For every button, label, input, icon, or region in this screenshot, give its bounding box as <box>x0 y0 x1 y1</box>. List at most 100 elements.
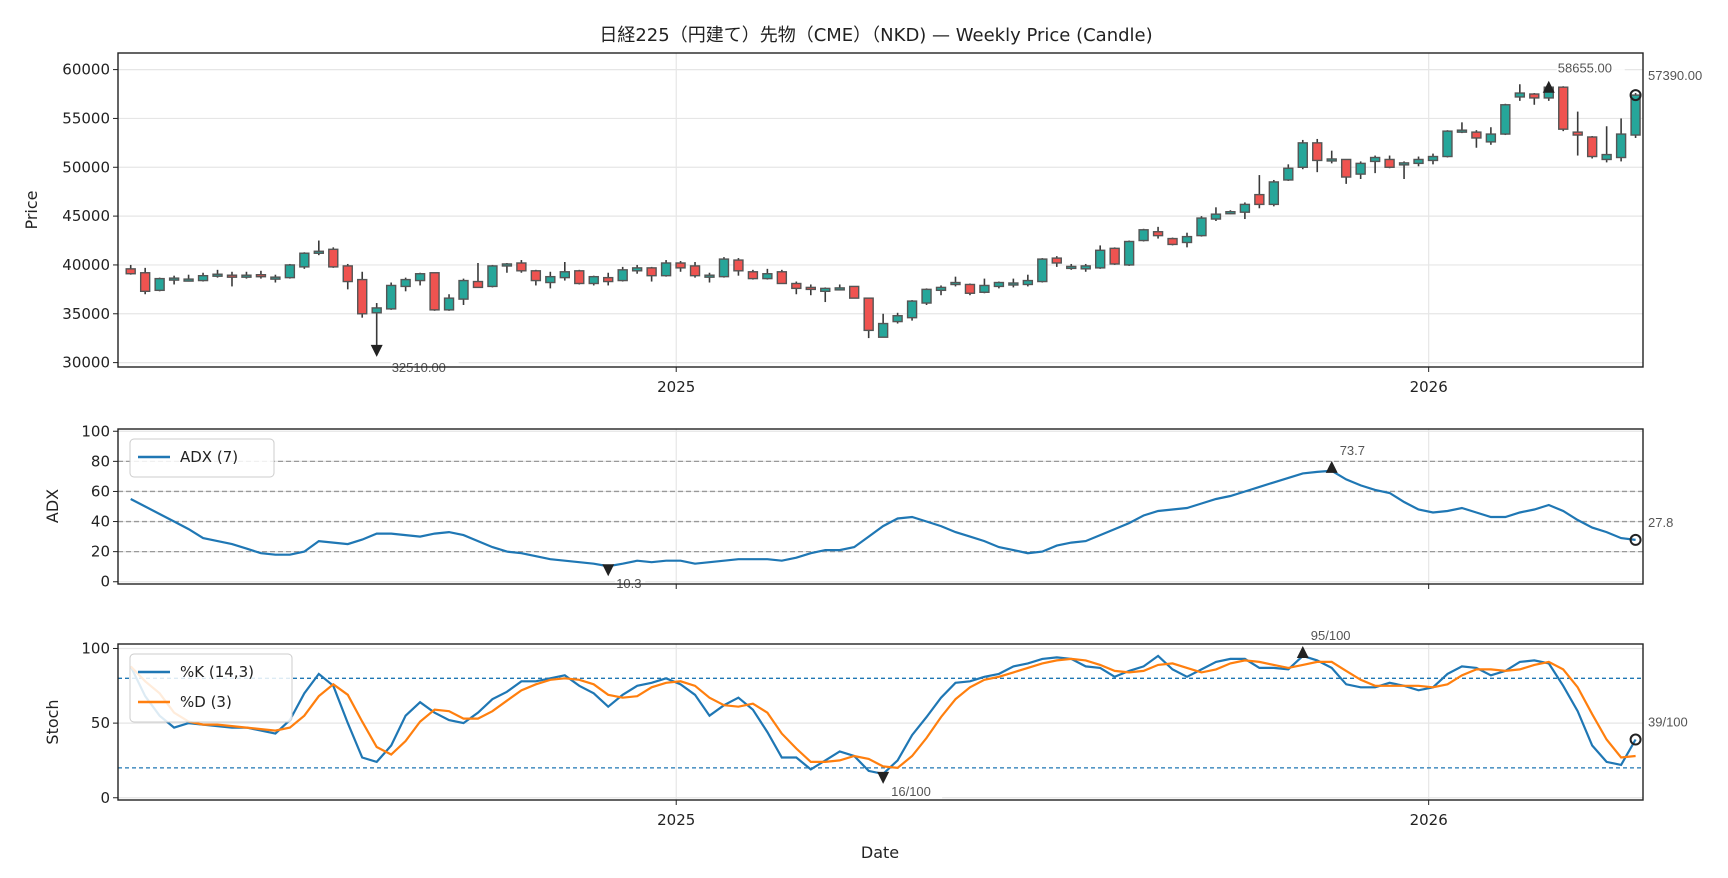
candle-body <box>342 265 353 283</box>
adx-y-label: ADX <box>43 489 62 523</box>
candle-body <box>197 274 209 282</box>
candle-body <box>631 267 643 272</box>
y-tick-label: 40000 <box>62 256 110 274</box>
last-marker-icon <box>1629 533 1642 546</box>
candle-body <box>516 262 527 272</box>
y-tick-label: 40 <box>91 513 110 531</box>
candle-body <box>1369 156 1381 163</box>
max-marker-icon <box>1296 645 1309 658</box>
candle-body <box>1340 158 1352 178</box>
candle-body <box>400 278 411 288</box>
candle-body <box>241 274 252 278</box>
candle-body <box>1297 142 1308 168</box>
y-tick-label: 100 <box>81 422 110 440</box>
candle-body <box>892 315 903 323</box>
y-tick-label: 0 <box>100 573 110 591</box>
candle-body <box>834 287 845 291</box>
candle-body <box>1586 136 1598 158</box>
candle-body <box>1601 153 1612 161</box>
legend-label: %D (3) <box>180 693 232 711</box>
last-annotation: 39/100 <box>1648 715 1688 730</box>
legend-box <box>129 653 293 723</box>
candle-body <box>429 272 440 311</box>
candle-body <box>530 270 542 282</box>
max-marker-icon <box>1325 460 1338 473</box>
candle-body <box>299 252 310 268</box>
price-y-label: Price <box>22 190 41 229</box>
candle-body <box>1225 211 1236 215</box>
annotation-background <box>1338 441 1369 457</box>
min-marker-icon <box>370 344 383 357</box>
candle-body <box>747 271 759 280</box>
y-tick-label: 80 <box>91 452 110 470</box>
candle-body <box>385 284 397 310</box>
annotation-background <box>890 784 943 800</box>
candle-body <box>733 259 744 272</box>
candle-body <box>718 258 730 278</box>
y-tick-label: 50 <box>91 714 110 732</box>
y-tick-label: 45000 <box>62 207 110 225</box>
candle-body <box>328 248 339 268</box>
candle-body <box>1239 203 1251 213</box>
series-line-signal <box>129 657 1636 770</box>
candle-body <box>443 297 455 311</box>
candle-body <box>458 279 469 300</box>
candle-body <box>545 275 556 284</box>
candle-body <box>675 262 686 269</box>
candle-body <box>776 271 788 285</box>
candle-body <box>226 274 238 278</box>
candle-body <box>1456 129 1468 133</box>
candle-body <box>255 274 267 278</box>
y-tick-label: 30000 <box>62 354 110 372</box>
candle-body <box>414 273 426 282</box>
candle-body <box>574 270 585 285</box>
candle-body <box>1268 181 1280 206</box>
candle-body <box>139 272 151 293</box>
candle-body <box>487 265 498 288</box>
candle-body <box>935 286 947 292</box>
candle-body <box>371 307 382 314</box>
candle-body <box>284 264 296 279</box>
y-tick-label: 60000 <box>62 61 110 79</box>
candle-body <box>472 280 484 289</box>
max-annotation: 73.7 <box>1340 443 1365 458</box>
plot-area <box>118 429 1643 584</box>
x-tick-label: 2026 <box>1410 378 1448 396</box>
candle-body <box>1572 131 1583 136</box>
candle-body <box>791 282 802 290</box>
candle-body <box>212 273 223 277</box>
min-marker-icon <box>877 771 890 784</box>
candle-body <box>1283 167 1294 181</box>
candle-body <box>863 297 874 332</box>
candle-body <box>270 276 281 280</box>
last-marker-icon <box>1629 89 1642 102</box>
candle-body <box>1384 158 1395 168</box>
candle-body <box>1355 162 1366 175</box>
legend-box <box>129 438 275 478</box>
x-tick-label: 2026 <box>1410 811 1448 829</box>
candle-body <box>1630 94 1641 136</box>
plot-frame <box>117 643 1644 801</box>
candle-body <box>357 278 368 315</box>
candle-body <box>1312 142 1323 162</box>
last-annotation: 27.8 <box>1648 515 1673 530</box>
max-annotation: 95/100 <box>1311 628 1351 643</box>
candle-body <box>617 269 628 282</box>
candle-body <box>1558 86 1569 130</box>
stoch-y-label: Stoch <box>43 699 62 744</box>
candle-body <box>154 277 165 292</box>
legend-label: ADX (7) <box>180 448 238 466</box>
candle-body <box>849 285 860 299</box>
legend: %K (14,3) %D (3) <box>129 653 293 723</box>
candle-body <box>1442 130 1453 158</box>
legend-label: %K (14,3) <box>180 663 254 681</box>
candle-body <box>1051 257 1062 264</box>
plot-frame <box>117 52 1644 368</box>
y-tick-label: 0 <box>100 789 110 807</box>
candle-body <box>906 300 918 319</box>
candle-body <box>183 278 194 282</box>
candle-body <box>820 287 831 293</box>
candle-body <box>125 268 136 275</box>
candle-body <box>1514 92 1526 98</box>
